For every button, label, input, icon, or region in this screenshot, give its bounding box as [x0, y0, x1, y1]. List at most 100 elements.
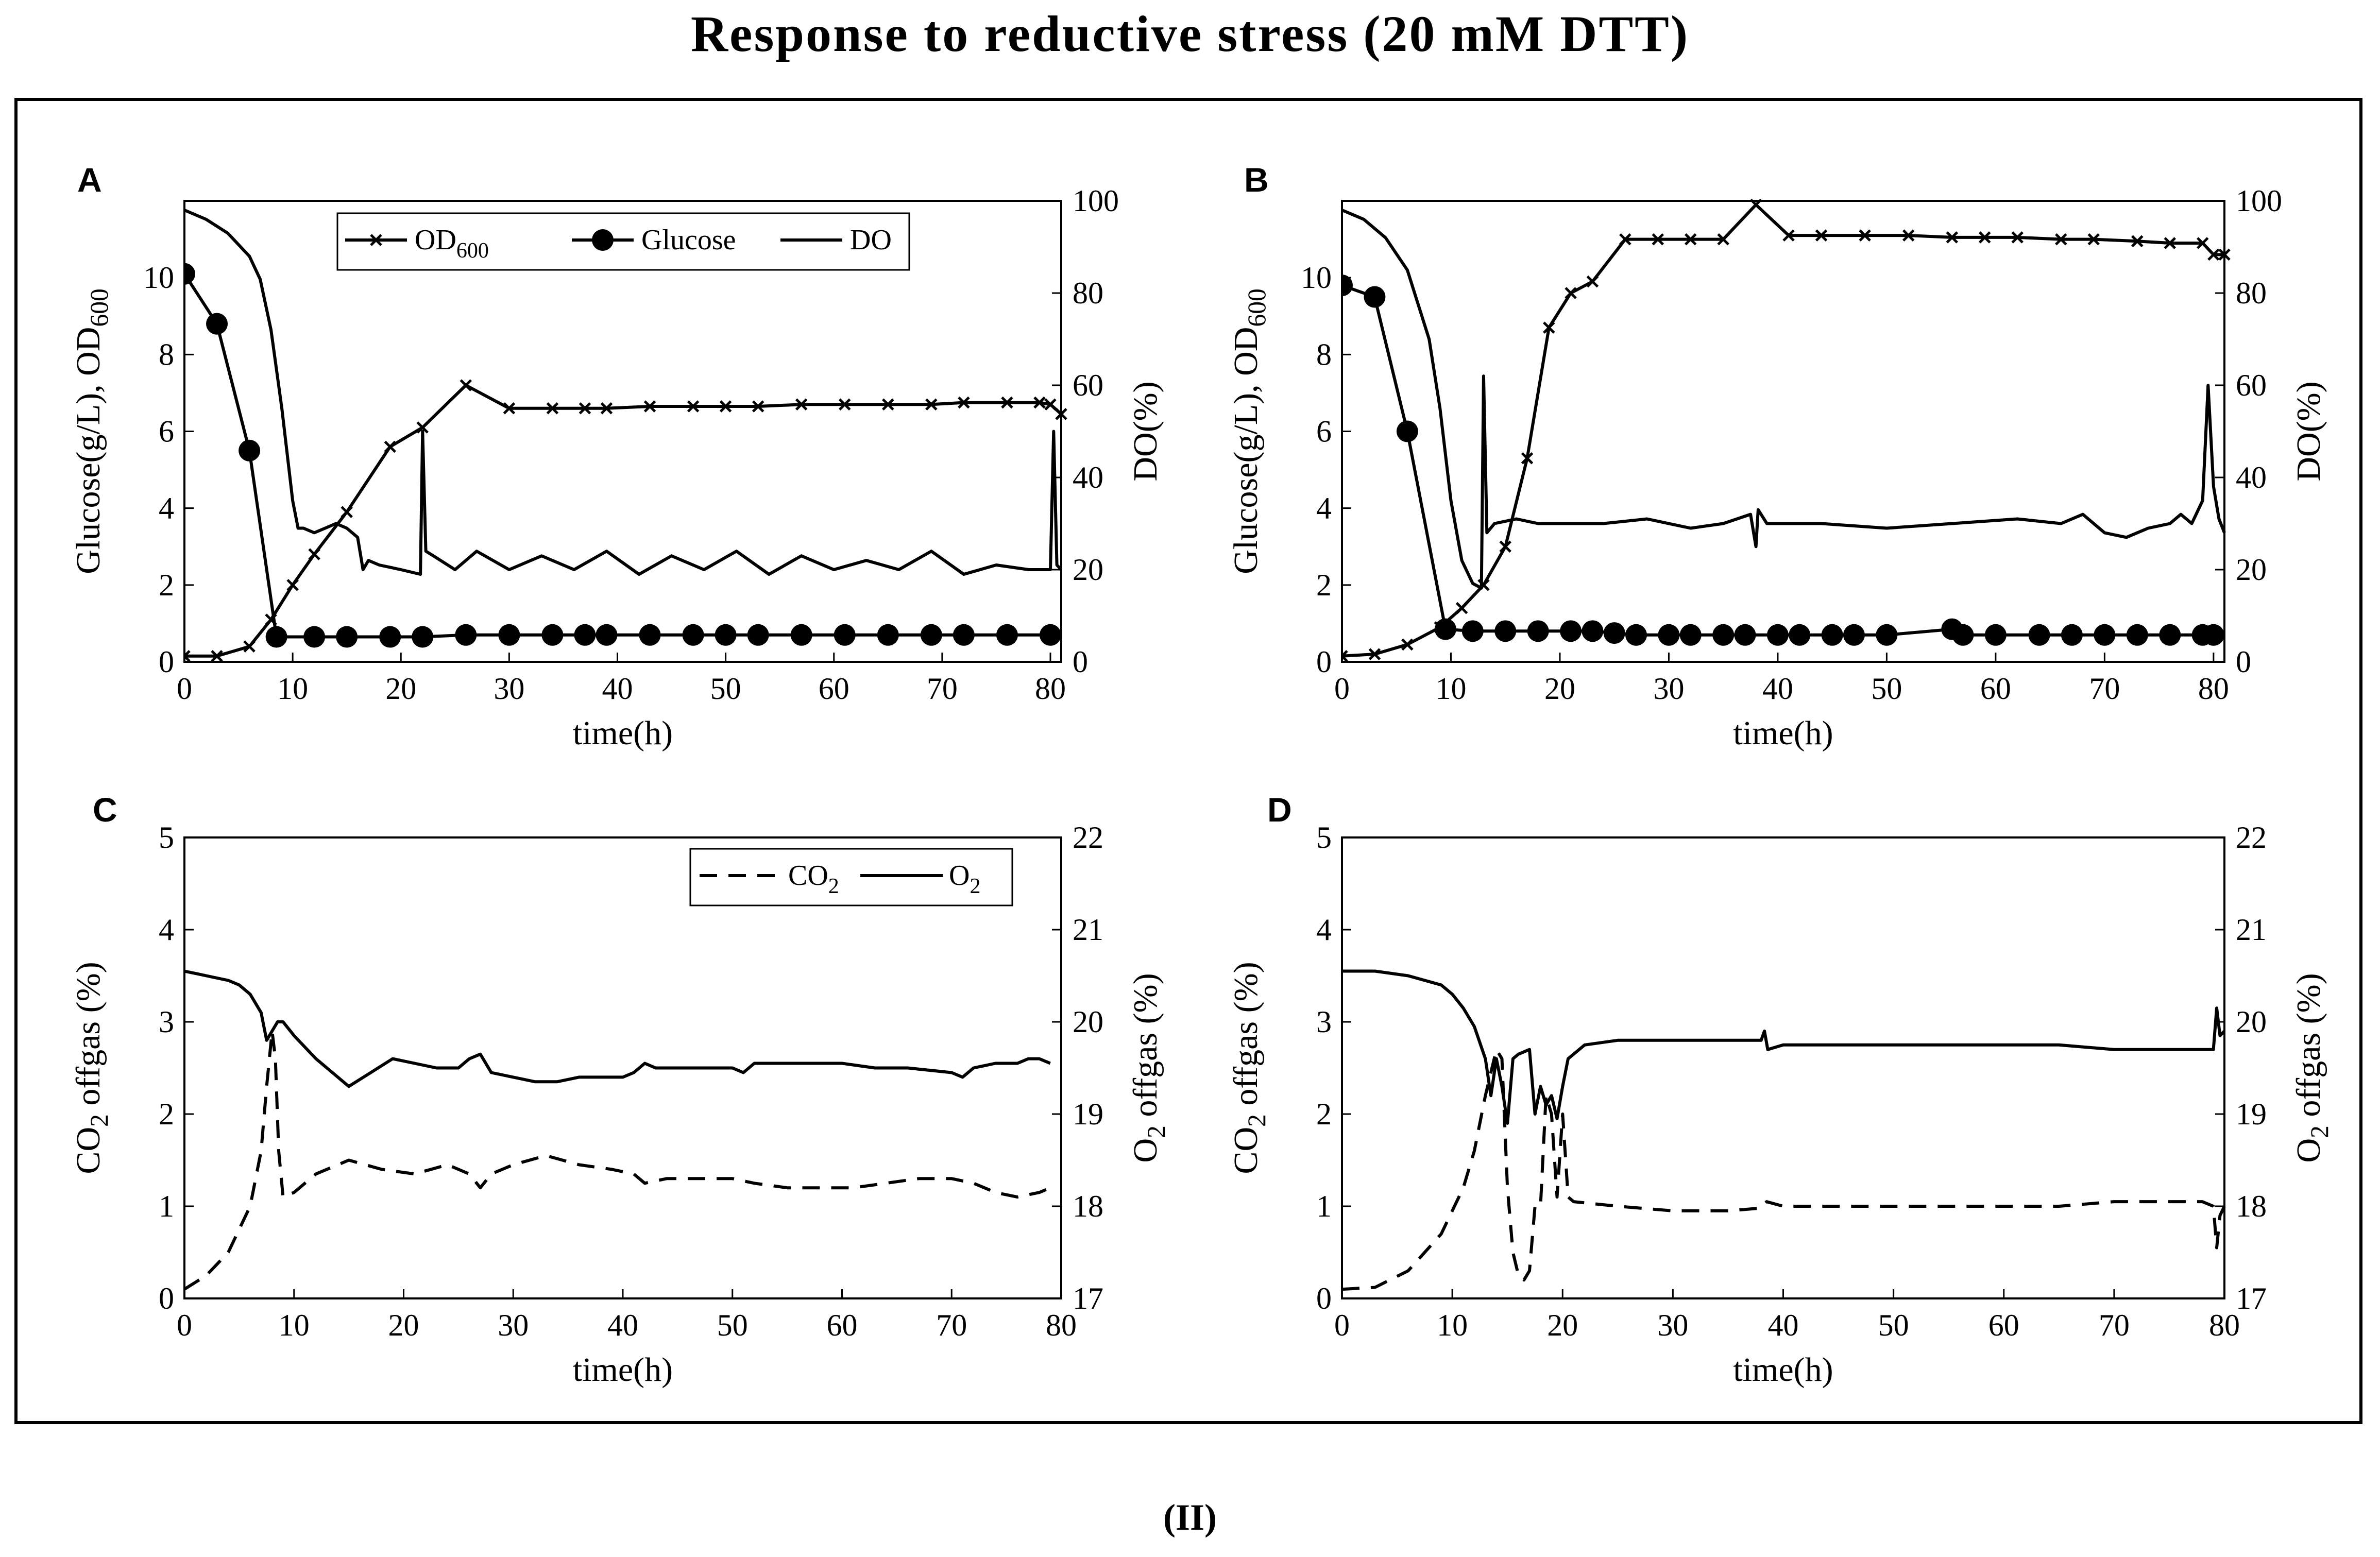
glucose-point: [1789, 624, 1811, 646]
glucose-point: [184, 263, 195, 285]
y-axis-label: Glucose(g/L), OD600: [1227, 288, 1271, 574]
glucose-point: [2061, 624, 2083, 646]
panel-label: B: [1244, 161, 1269, 199]
y-tick-label: 5: [1316, 820, 1332, 854]
panel-b: B0 10 20 30 40 50 60 70 800246810020406080100tim…: [1227, 161, 2327, 752]
y2-tick-label: 100: [1073, 184, 1119, 218]
y-tick-label: 0: [1316, 1281, 1332, 1315]
y-tick-label: 8: [1316, 337, 1332, 371]
series-line-od600: [1342, 203, 2224, 658]
glucose-point: [639, 624, 661, 646]
y-tick-label: 0: [1316, 645, 1332, 679]
y2-tick-label: 21: [1073, 913, 1103, 947]
y2-tick-label: 20: [1073, 1005, 1103, 1039]
y-tick-label: 2: [159, 568, 174, 602]
x-tick-label: 80: [1046, 1308, 1077, 1342]
od600-point: [1978, 231, 1991, 244]
glucose-point: [1734, 624, 1756, 646]
y-tick-label: 4: [1316, 491, 1332, 525]
x-tick-label: 0: [1334, 672, 1350, 706]
y2-tick-label: 19: [1073, 1097, 1103, 1131]
y-tick-label: 0: [159, 1281, 174, 1315]
x-tick-label: 80: [1035, 672, 1066, 706]
series-line-glucose: [184, 273, 1050, 639]
glucose-point: [1461, 620, 1484, 642]
glucose-point: [1766, 624, 1789, 646]
series-glucose: [1342, 275, 2224, 646]
y-tick-label: 4: [159, 491, 174, 525]
glucose-point: [1712, 624, 1735, 646]
glucose-point: [206, 313, 228, 335]
y-tick-label: 4: [159, 913, 174, 947]
y-tick-label: 6: [159, 415, 174, 449]
x-tick-label: 60: [1980, 672, 2011, 706]
od600-point: [1684, 233, 1697, 246]
x-tick-label: 20: [1547, 1308, 1578, 1342]
glucose-point: [239, 439, 261, 461]
series-line-o2: [1342, 969, 2226, 1125]
od600-point: [1455, 602, 1468, 614]
x-tick-label: 40: [607, 1308, 638, 1342]
od600-point: [2207, 248, 2220, 261]
y2-axis-label: O2 offgas (%): [2290, 973, 2334, 1162]
x-tick-label: 50: [710, 672, 741, 706]
glucose-point: [596, 624, 618, 646]
glucose-point: [2028, 624, 2050, 646]
legend: CO2 O2: [689, 848, 1013, 906]
glucose-point: [1679, 624, 1702, 646]
od600-point: [416, 421, 429, 434]
x-tick-label: 50: [1871, 672, 1902, 706]
series-glucose: [184, 263, 1061, 648]
figure-frame: [14, 98, 2362, 1424]
legend-marker: [592, 229, 614, 251]
y2-tick-label: 17: [1073, 1281, 1103, 1315]
glucose-point: [1039, 624, 1061, 646]
od600-point: [1401, 638, 1414, 651]
od600-point: [1652, 233, 1664, 246]
glucose-point: [1364, 286, 1386, 308]
glucose-point: [1396, 420, 1418, 442]
od600-point: [1543, 321, 1555, 334]
glucose-point: [1527, 620, 1549, 642]
od600-point: [2164, 237, 2177, 249]
glucose-point: [953, 624, 975, 646]
y-tick-label: 1: [159, 1189, 174, 1223]
x-tick-label: 50: [717, 1308, 748, 1342]
plot-frame: [183, 836, 1062, 1299]
x-tick-label: 80: [2209, 1308, 2240, 1342]
od600-point: [2011, 231, 2024, 244]
y-axis-label: Glucose(g/L), OD600: [70, 288, 113, 574]
y-tick-label: 1: [1316, 1189, 1332, 1223]
od600-point: [184, 650, 191, 662]
legend-label: O2: [949, 860, 980, 898]
glucose-point: [379, 626, 401, 648]
x-tick-label: 10: [277, 672, 308, 706]
glucose-point: [1603, 622, 1625, 644]
x-tick-label: 50: [1878, 1308, 1909, 1342]
od600-point: [1055, 408, 1067, 420]
x-tick-label: 30: [494, 672, 524, 706]
y2-tick-label: 18: [2236, 1189, 2267, 1223]
y2-axis-label: O2 offgas (%): [1127, 973, 1170, 1162]
legend-label: OD600: [415, 224, 489, 263]
glucose-point: [2159, 624, 2181, 646]
panel-label: C: [93, 791, 117, 829]
x-tick-label: 60: [1988, 1308, 2019, 1342]
od600-point: [1521, 452, 1534, 465]
od600-point: [882, 398, 894, 411]
glucose-point: [790, 624, 812, 646]
y-tick-label: 2: [1316, 568, 1332, 602]
glucose-point: [498, 624, 520, 646]
figure-title: Response to reductive stress (20 mM DTT): [690, 5, 1690, 62]
od600-point: [687, 400, 700, 413]
od600-point: [1342, 650, 1348, 662]
y-tick-label: 0: [159, 645, 174, 679]
y2-tick-label: 100: [2236, 184, 2282, 218]
od600-point: [752, 400, 764, 413]
glucose-point: [996, 624, 1018, 646]
legend-label: DO: [850, 224, 892, 256]
od600-point: [1499, 540, 1511, 553]
y2-tick-label: 22: [2236, 820, 2267, 854]
glucose-point: [1434, 618, 1456, 640]
